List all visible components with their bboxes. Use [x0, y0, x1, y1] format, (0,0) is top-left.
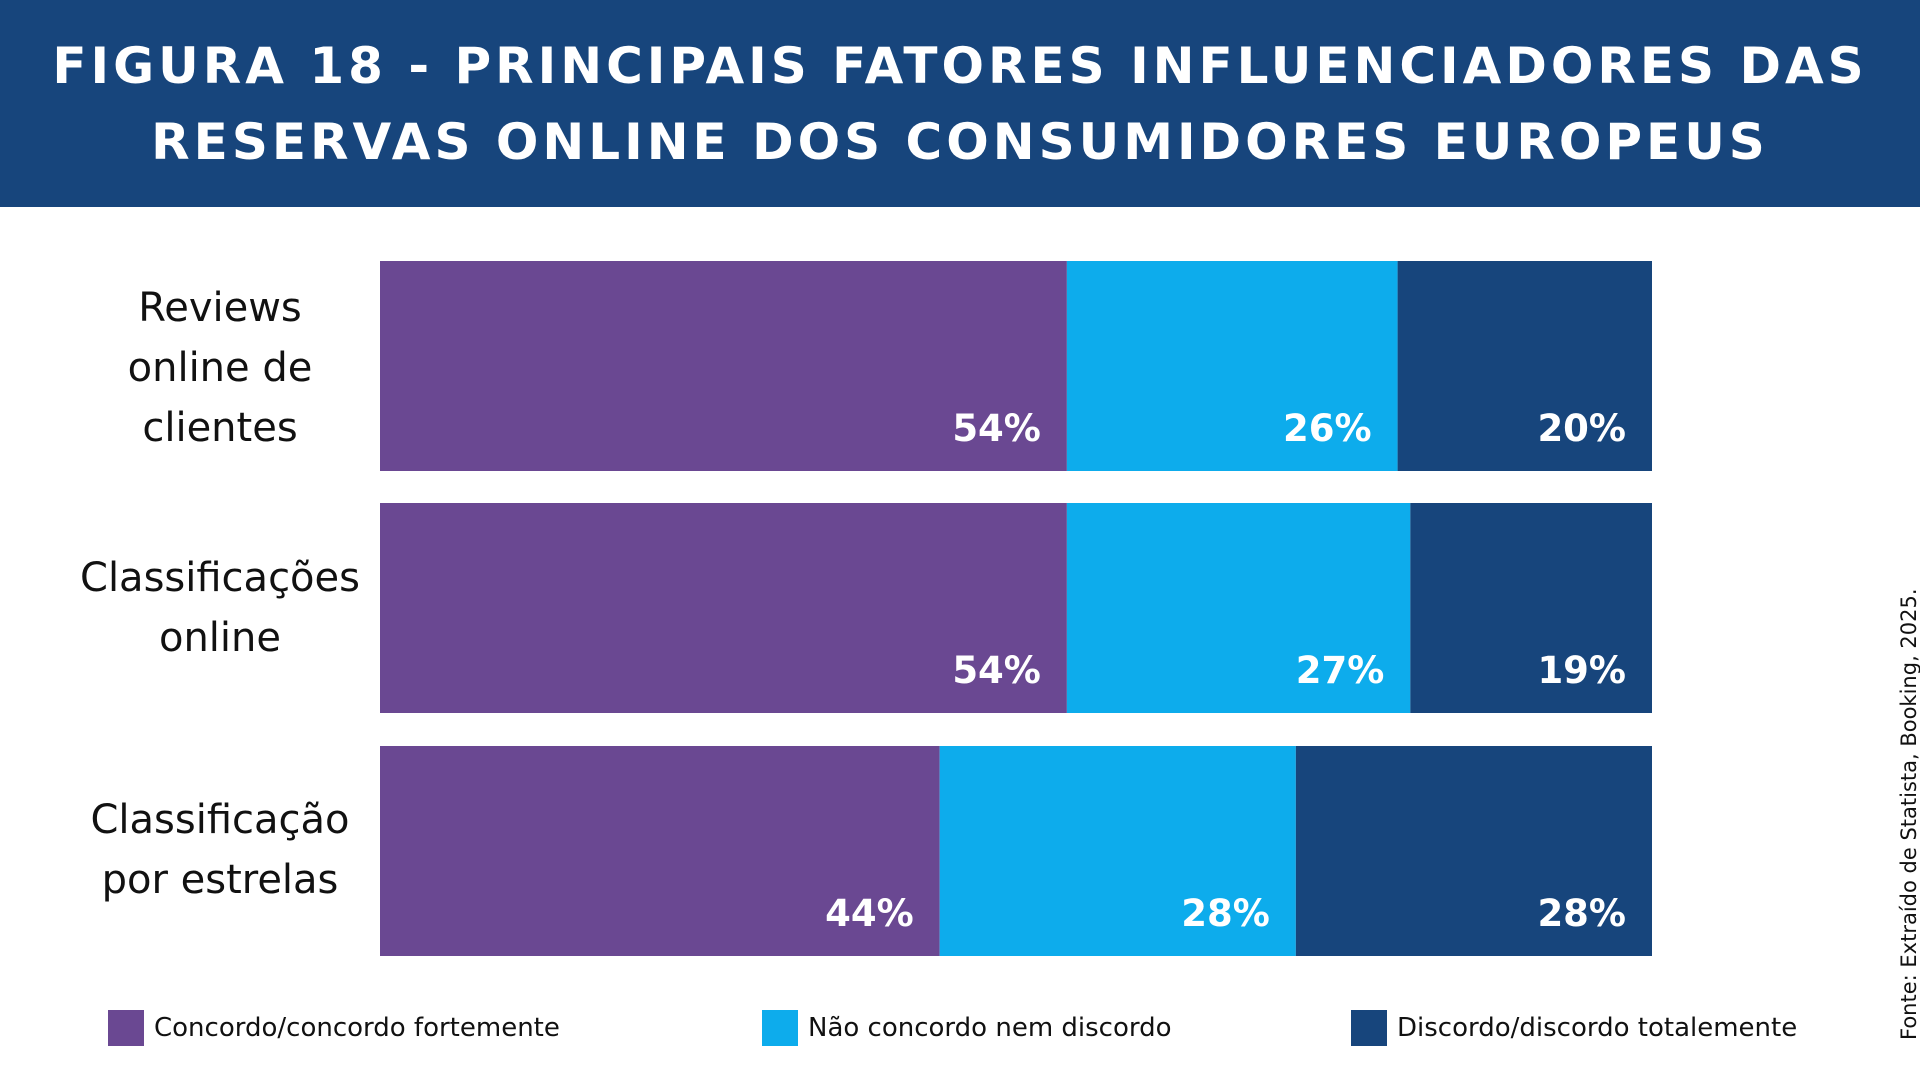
legend-swatch-neutro — [762, 1010, 798, 1046]
category-label-line: Reviews — [138, 285, 302, 331]
bar-estrelas-neutro — [939, 746, 1296, 956]
data-label-estrelas-discordo: 28% — [1537, 892, 1626, 935]
source-note: Fonte: Extraído de Statista, Booking, 20… — [1897, 588, 1920, 1040]
legend-item-discordo: Discordo/discordo totalemente — [1351, 1010, 1797, 1046]
bar-classificacoes-concordo — [380, 503, 1067, 713]
category-label-classificacoes: Classificações online — [60, 548, 380, 668]
bar-estrelas-concordo — [380, 746, 940, 956]
category-label-estrelas: Classificação por estrelas — [60, 790, 380, 910]
legend-label-neutro: Não concordo nem discordo — [808, 1013, 1172, 1043]
bar-reviews-neutro — [1066, 261, 1398, 471]
category-label-line: online de — [127, 345, 313, 391]
data-label-reviews-concordo: 54% — [952, 407, 1041, 450]
legend-swatch-concordo — [108, 1010, 144, 1046]
legend-swatch-discordo — [1351, 1010, 1387, 1046]
data-label-classificacoes-neutro: 27% — [1296, 649, 1385, 692]
data-label-classificacoes-concordo: 54% — [952, 649, 1041, 692]
title-line-2: RESERVAS ONLINE DOS CONSUMIDORES EUROPEU… — [151, 112, 1769, 171]
bar-classificacoes-neutro — [1066, 503, 1411, 713]
data-label-reviews-discordo: 20% — [1537, 407, 1626, 450]
category-label-line: Classificações — [80, 555, 360, 601]
bar-reviews-concordo — [380, 261, 1067, 471]
bar-estrelas-discordo — [1295, 746, 1652, 956]
title-line-1: FIGURA 18 - PRINCIPAIS FATORES INFLUENCI… — [52, 36, 1868, 95]
category-label-line: clientes — [142, 405, 298, 451]
data-label-estrelas-concordo: 44% — [825, 892, 914, 935]
category-label-reviews: Reviews online de clientes — [60, 278, 380, 458]
bar-classificacoes-discordo — [1410, 503, 1652, 713]
category-label-line: por estrelas — [101, 857, 339, 903]
title-banner: FIGURA 18 - PRINCIPAIS FATORES INFLUENCI… — [0, 0, 1920, 207]
legend-label-concordo: Concordo/concordo fortemente — [154, 1013, 560, 1043]
legend-item-concordo: Concordo/concordo fortemente — [108, 1010, 560, 1046]
legend-item-neutro: Não concordo nem discordo — [762, 1010, 1172, 1046]
category-label-line: Classificação — [90, 797, 350, 843]
data-label-estrelas-neutro: 28% — [1181, 892, 1270, 935]
bar-reviews-discordo — [1397, 261, 1652, 471]
data-label-reviews-neutro: 26% — [1283, 407, 1372, 450]
legend-label-discordo: Discordo/discordo totalemente — [1397, 1013, 1798, 1043]
category-label-line: online — [158, 615, 281, 661]
data-label-classificacoes-discordo: 19% — [1537, 649, 1626, 692]
